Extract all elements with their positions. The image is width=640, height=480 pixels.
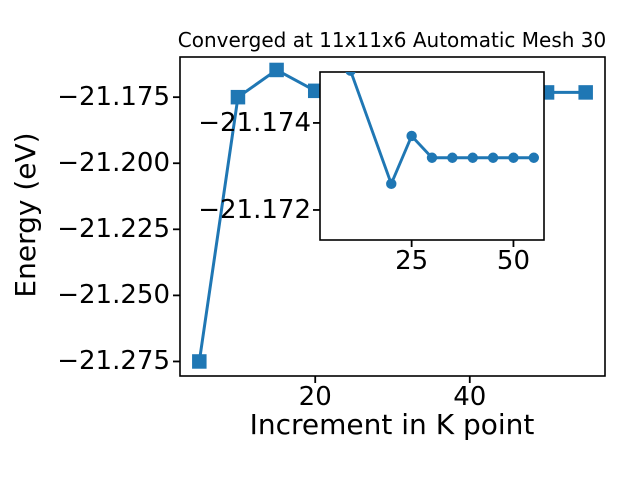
main-axes-frame: [179, 56, 606, 377]
inset-series-group: [345, 72, 540, 190]
inset-data-point-marker: [447, 152, 458, 163]
x-axis-label: Increment in K point: [249, 408, 535, 441]
main-y-tick-label: −21.225: [57, 214, 170, 245]
main-y-tick-label: −21.250: [57, 280, 170, 311]
inset-data-point-marker: [386, 178, 397, 190]
main-data-point-marker: [192, 354, 207, 369]
inset-data-point-marker: [426, 152, 438, 163]
main-x-tick-label: 40: [453, 382, 487, 412]
inset-x-tick-label: 50: [496, 246, 530, 276]
main-x-tick-label: 20: [298, 382, 332, 412]
inset-data-point-marker: [528, 152, 540, 163]
inset-data-point-marker: [467, 152, 478, 163]
main-y-tick-label: −21.175: [57, 82, 170, 113]
inset-data-point-marker: [345, 72, 356, 76]
inset-y-tick-label: −21.172: [198, 194, 311, 225]
inset-y-tick-label: −21.174: [198, 107, 311, 138]
inset-data-point-marker: [487, 152, 499, 163]
main-data-point-marker: [269, 62, 284, 78]
main-data-point-marker: [307, 83, 323, 99]
inset-data-point-marker: [406, 130, 417, 142]
main-data-point-marker: [230, 89, 246, 105]
inset-data-point-marker: [508, 152, 519, 163]
chart-title: Converged at 11x11x6 Automatic Mesh 30: [177, 28, 607, 52]
main-data-point-marker: [578, 85, 593, 100]
inset-x-tick-label: 25: [395, 246, 429, 276]
y-axis-label: Energy (eV): [9, 132, 42, 298]
main-y-tick-label: −21.200: [57, 148, 170, 179]
main-y-tick-label: −21.275: [57, 346, 170, 377]
